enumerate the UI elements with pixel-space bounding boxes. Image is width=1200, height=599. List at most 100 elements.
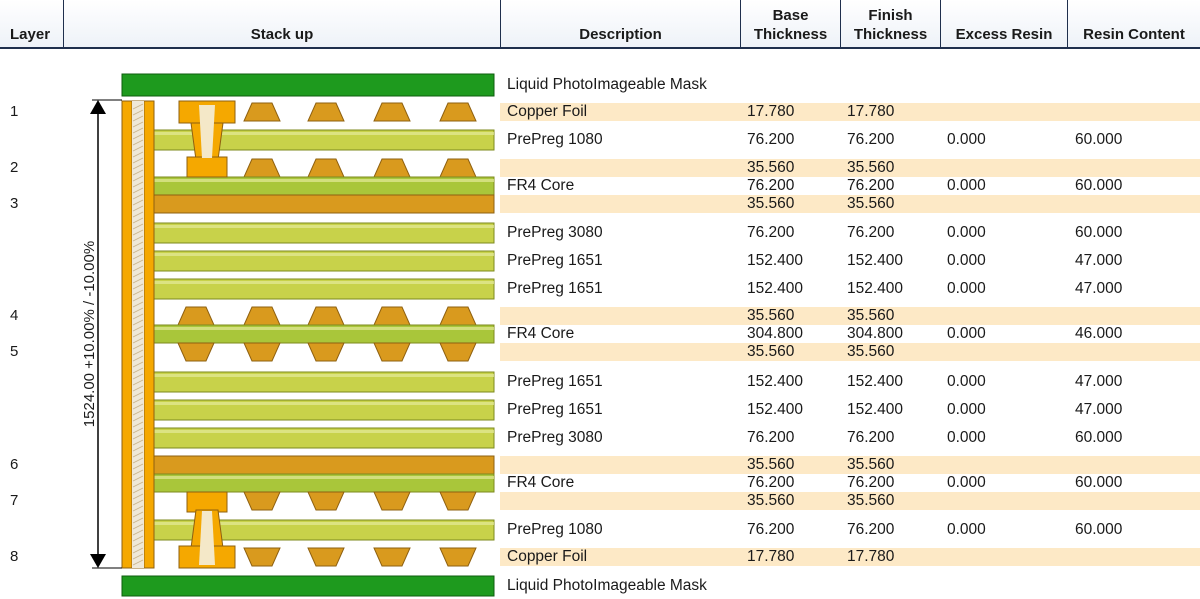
cell-base: 76.200 xyxy=(747,429,795,446)
via-hatch xyxy=(132,259,144,266)
cell-base: 152.400 xyxy=(747,252,804,269)
copper-trace xyxy=(439,102,477,122)
cell-finish: 76.200 xyxy=(847,131,895,148)
via-hatch xyxy=(132,367,144,374)
cell-base: 76.200 xyxy=(747,177,795,194)
via-hatch xyxy=(132,403,144,410)
via-hatch xyxy=(132,535,144,542)
copper-trace xyxy=(243,306,281,326)
via-hatch xyxy=(132,547,144,554)
copper-trace xyxy=(307,158,345,178)
cell-excess: 0.000 xyxy=(947,474,986,491)
dimension-arrow-bottom xyxy=(90,554,106,568)
cell-desc: PrePreg 1080 xyxy=(507,131,603,148)
via-hatch xyxy=(132,439,144,446)
cell-desc: FR4 Core xyxy=(507,325,575,342)
via-hatch xyxy=(132,385,144,392)
layer-number: 8 xyxy=(10,548,19,565)
header-excess-resin-label: Excess Resin xyxy=(955,26,1053,43)
layer-number: 6 xyxy=(10,456,19,473)
copper-row-highlight xyxy=(500,343,1200,361)
via-hatch xyxy=(132,271,144,278)
blind-via-bottom-landing xyxy=(186,491,228,513)
cell-desc: FR4 Core xyxy=(507,177,575,194)
copper-trace xyxy=(439,158,477,178)
via-hatch xyxy=(132,331,144,338)
via-hatch xyxy=(132,235,144,242)
prepreg-highlight xyxy=(122,430,494,433)
via-hatch xyxy=(132,355,144,362)
prepreg-highlight xyxy=(122,253,494,256)
cell-desc: PrePreg 3080 xyxy=(507,224,603,241)
cell-desc: PrePreg 1651 xyxy=(507,280,603,297)
cell-excess: 0.000 xyxy=(947,131,986,148)
cell-resin: 60.000 xyxy=(1075,177,1123,194)
via-hatch xyxy=(132,283,144,290)
cell-base: 152.400 xyxy=(747,401,804,418)
prepreg-highlight xyxy=(122,402,494,405)
via-hatch xyxy=(132,319,144,326)
cell-excess: 0.000 xyxy=(947,373,986,390)
copper-trace xyxy=(243,102,281,122)
through-via-wall-left xyxy=(121,100,133,569)
via-hatch xyxy=(132,175,144,182)
cell-base: 152.400 xyxy=(747,373,804,390)
copper-trace xyxy=(307,342,345,362)
copper-trace xyxy=(373,158,411,178)
cell-excess: 0.000 xyxy=(947,177,986,194)
cell-finish: 76.200 xyxy=(847,521,895,538)
header-finish-thickness-label: Finish Thickness xyxy=(854,6,927,44)
via-hatch xyxy=(132,379,144,386)
cell-base: 35.560 xyxy=(747,343,795,360)
copper-trace xyxy=(307,547,345,567)
header-base-thickness: Base Thickness xyxy=(741,0,841,47)
cell-resin: 47.000 xyxy=(1075,280,1123,297)
cell-base: 76.200 xyxy=(747,131,795,148)
cell-base: 35.560 xyxy=(747,492,795,509)
via-hatch xyxy=(132,397,144,404)
cell-base: 76.200 xyxy=(747,224,795,241)
via-hatch xyxy=(132,193,144,200)
via-hatch xyxy=(132,157,144,164)
stackup-diagram: 1524.00 +10.00% / -10.00% xyxy=(81,73,495,597)
via-hatch xyxy=(132,427,144,434)
header-finish-thickness: Finish Thickness xyxy=(841,0,941,47)
header-layer-label: Layer xyxy=(10,26,51,43)
via-hatch xyxy=(132,523,144,530)
blind-via-top-hole xyxy=(199,105,215,158)
cell-finish: 35.560 xyxy=(847,492,895,509)
cell-desc: Liquid PhotoImageable Mask xyxy=(507,76,707,93)
cell-finish: 35.560 xyxy=(847,195,895,212)
copper-row-highlight xyxy=(500,548,1200,566)
via-hatch xyxy=(132,253,144,260)
cell-desc: Copper Foil xyxy=(507,548,588,565)
cell-excess: 0.000 xyxy=(947,401,986,418)
cell-finish: 152.400 xyxy=(847,252,904,269)
via-hatch xyxy=(132,103,144,110)
core-highlight xyxy=(122,327,494,330)
header-finish-line2: Thickness xyxy=(853,26,928,43)
cell-finish: 76.200 xyxy=(847,474,895,491)
cell-resin: 47.000 xyxy=(1075,373,1123,390)
via-hatch xyxy=(132,307,144,314)
via-hatch xyxy=(132,493,144,500)
copper-trace xyxy=(177,342,215,362)
cell-base: 76.200 xyxy=(747,474,795,491)
cell-desc: PrePreg 3080 xyxy=(507,429,603,446)
copper-plane-layer xyxy=(121,194,495,214)
prepreg-highlight xyxy=(122,225,494,228)
via-hatch xyxy=(132,277,144,284)
cell-resin: 47.000 xyxy=(1075,252,1123,269)
via-hatch xyxy=(132,289,144,296)
layer-number: 7 xyxy=(10,492,19,509)
via-hatch xyxy=(132,487,144,494)
via-hatch xyxy=(132,361,144,368)
via-hatch xyxy=(132,409,144,416)
cell-base: 35.560 xyxy=(747,456,795,473)
copper-trace xyxy=(373,102,411,122)
via-hatch xyxy=(132,109,144,116)
via-hatch xyxy=(132,169,144,176)
cell-resin: 46.000 xyxy=(1075,325,1123,342)
copper-trace xyxy=(439,342,477,362)
via-hatch xyxy=(132,517,144,524)
